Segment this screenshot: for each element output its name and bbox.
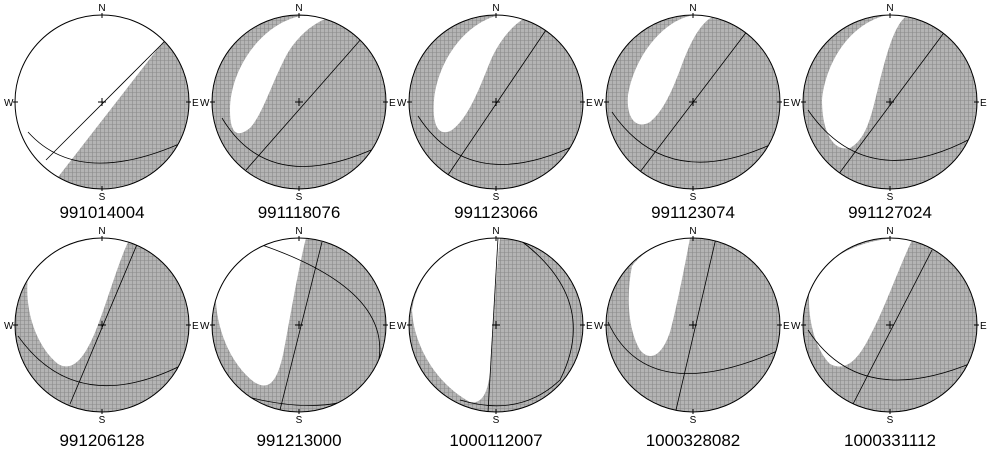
north-label: N	[295, 3, 302, 14]
south-label: S	[493, 192, 500, 203]
east-label: E	[389, 98, 396, 109]
north-label: N	[492, 3, 499, 14]
event-id-label: 991127024	[848, 203, 932, 222]
north-label: N	[98, 3, 105, 14]
south-label: S	[99, 192, 106, 203]
east-label: E	[192, 98, 199, 109]
beachball-991118076	[210, 13, 388, 191]
event-id-captions: 991014004 991118076 991123066 991123074 …	[59, 203, 936, 450]
event-id-label: 991213000	[256, 431, 341, 450]
north-label: N	[492, 226, 499, 237]
west-label: W	[791, 98, 801, 109]
east-label: E	[192, 321, 199, 332]
event-id-label: 1000331112	[844, 431, 936, 450]
east-label: E	[586, 321, 593, 332]
east-label: E	[783, 98, 790, 109]
south-label: S	[99, 415, 106, 426]
event-id-label: 991206128	[59, 431, 144, 450]
north-label: N	[689, 3, 696, 14]
beachball-991127024	[801, 13, 979, 191]
event-id-label: 991123066	[454, 203, 538, 222]
event-id-label: 1000112007	[449, 431, 542, 450]
south-label: S	[296, 415, 303, 426]
west-label: W	[200, 321, 210, 332]
west-label: W	[4, 321, 14, 332]
east-label: E	[980, 321, 987, 332]
event-id-label: 991014004	[59, 203, 144, 222]
north-label: N	[689, 226, 696, 237]
north-label: N	[98, 226, 105, 237]
east-label: E	[783, 321, 790, 332]
east-label: E	[586, 98, 593, 109]
beachball-991123066	[407, 13, 585, 191]
west-label: W	[397, 98, 407, 109]
beachball-1000328082	[604, 236, 782, 414]
south-label: S	[690, 192, 697, 203]
west-label: W	[791, 321, 801, 332]
south-label: S	[887, 192, 894, 203]
beachball-991213000	[210, 236, 388, 414]
beachball-1000331112	[801, 236, 979, 414]
north-label: N	[886, 3, 893, 14]
south-label: S	[296, 192, 303, 203]
north-label: N	[295, 226, 302, 237]
west-label: W	[397, 321, 407, 332]
south-label: S	[493, 415, 500, 426]
east-label: E	[389, 321, 396, 332]
south-label: S	[887, 415, 894, 426]
beachball-991206128	[13, 236, 191, 414]
south-label: S	[690, 415, 697, 426]
west-label: W	[594, 321, 604, 332]
east-label: E	[980, 98, 987, 109]
event-id-label: 991123074	[651, 203, 735, 222]
event-id-label: 991118076	[258, 203, 341, 222]
west-label: W	[200, 98, 210, 109]
north-label: N	[886, 226, 893, 237]
beachball-991014004	[13, 13, 191, 191]
beachball-1000112007	[407, 236, 585, 414]
west-label: W	[594, 98, 604, 109]
beachball-991123074	[604, 13, 782, 191]
compass-labels: N S W E N S W E N S W E N S W E N S W E …	[4, 3, 987, 426]
event-id-label: 1000328082	[646, 431, 741, 450]
west-label: W	[4, 98, 14, 109]
